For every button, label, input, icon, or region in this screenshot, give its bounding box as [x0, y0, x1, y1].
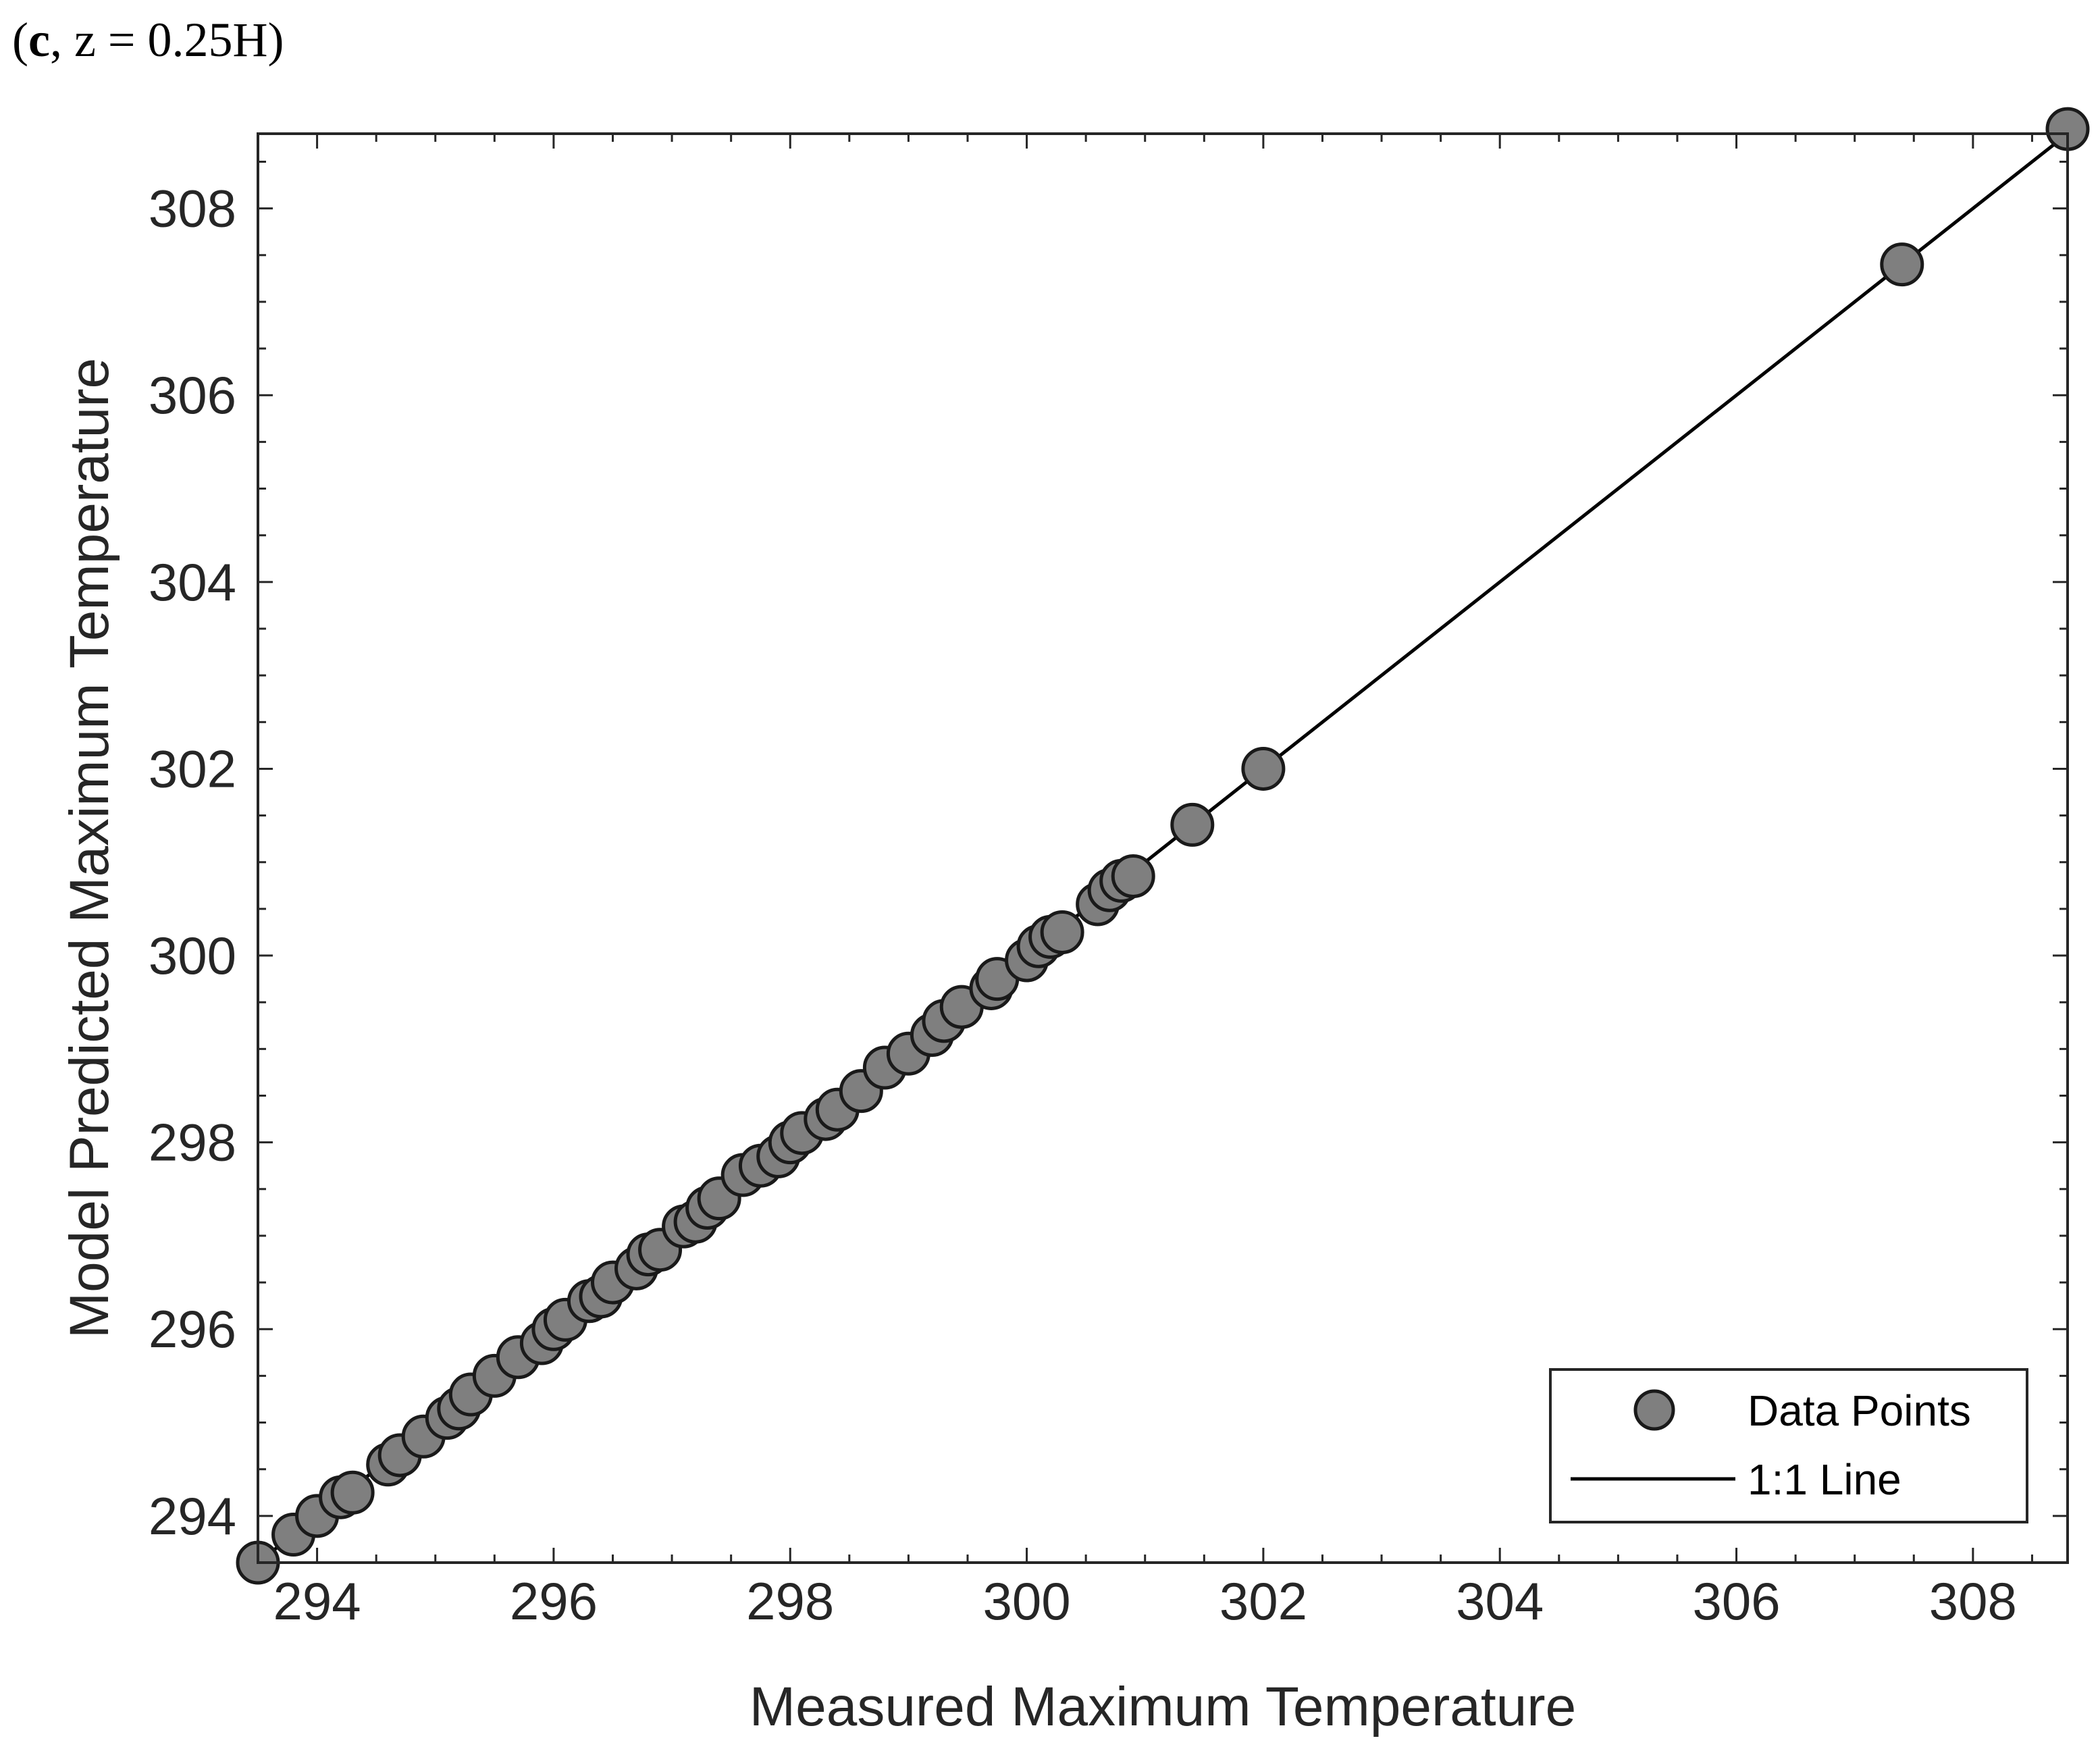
y-tick-labels: 294 296 298 300 302 304 306 308 [149, 179, 236, 1546]
data-point [1040, 910, 1084, 954]
legend-box [1549, 1368, 2028, 1523]
legend: Data Points 1:1 Line [1549, 1368, 2028, 1523]
axes-box [257, 132, 2069, 1564]
x-tick-label: 300 [982, 1571, 1070, 1631]
data-point [1241, 746, 1286, 791]
x-tick-label: 304 [1456, 1571, 1544, 1631]
y-tick-label: 298 [149, 1113, 236, 1172]
x-tick-label: 308 [1929, 1571, 2017, 1631]
y-tick-label: 294 [149, 1486, 236, 1546]
legend-label-data-points: Data Points [1748, 1386, 1971, 1435]
x-axis-title: Measured Maximum Temperature [750, 1676, 1576, 1738]
data-point [1111, 854, 1155, 898]
data-point [1170, 802, 1215, 847]
y-tick-label: 304 [149, 552, 236, 612]
legend-label-one-to-one: 1:1 Line [1748, 1455, 1901, 1504]
y-tick-label: 302 [149, 739, 236, 798]
panel-label-letter: c [28, 13, 50, 67]
panel-label-open: ( [12, 13, 28, 67]
axis-ticks [257, 134, 2068, 1564]
panel-label-rest: , z = 0.25H) [49, 13, 284, 67]
x-tick-label: 302 [1219, 1571, 1307, 1631]
data-point [330, 1470, 375, 1515]
x-tick-label: 296 [510, 1571, 598, 1631]
y-axis-title: Model Predicted Maximum Temperature [59, 358, 120, 1338]
x-tick-label: 306 [1692, 1571, 1780, 1631]
data-points [236, 107, 2090, 1585]
y-tick-label: 306 [149, 365, 236, 425]
y-tick-label: 308 [149, 179, 236, 238]
x-tick-label: 294 [273, 1571, 361, 1631]
x-tick-labels: 294 296 298 300 302 304 306 308 [273, 1571, 2017, 1631]
legend-marker-data-points [1633, 1389, 1675, 1431]
data-point [1880, 242, 1924, 287]
y-tick-label: 296 [149, 1299, 236, 1359]
x-tick-label: 298 [746, 1571, 834, 1631]
panel-label: (c, z = 0.25H) [12, 12, 284, 68]
y-tick-label: 300 [149, 926, 236, 985]
